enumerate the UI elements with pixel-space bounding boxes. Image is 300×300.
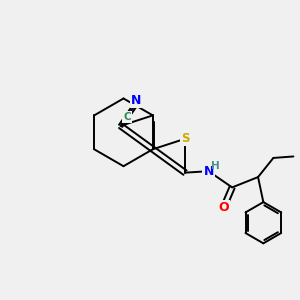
Text: O: O [218, 202, 229, 214]
Text: S: S [181, 132, 189, 145]
Text: N: N [130, 94, 141, 107]
Text: C: C [123, 112, 131, 122]
Text: N: N [203, 165, 214, 178]
Text: H: H [211, 161, 219, 171]
